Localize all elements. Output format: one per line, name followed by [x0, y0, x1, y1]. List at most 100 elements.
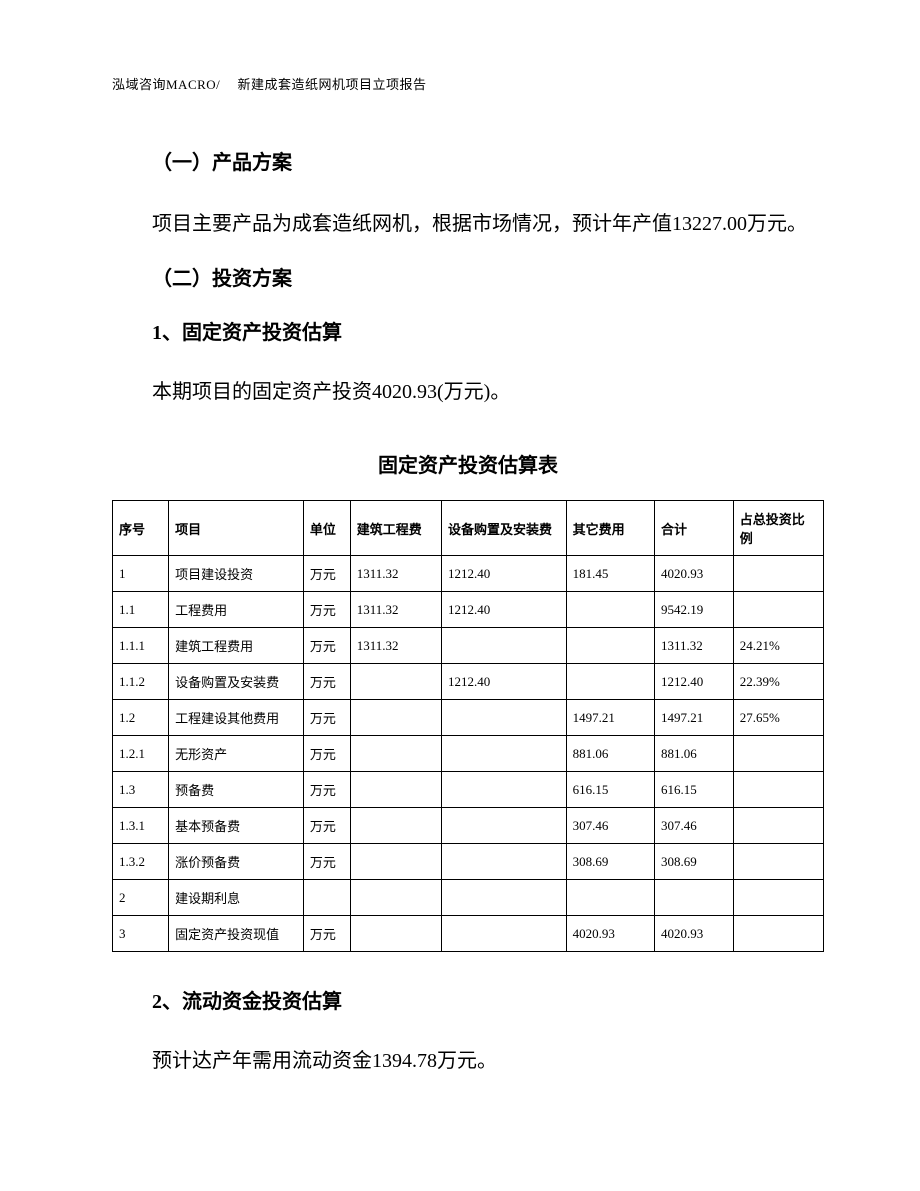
table-cell: 616.15	[566, 772, 654, 808]
table-cell: 2	[113, 880, 169, 916]
table-cell	[733, 808, 823, 844]
table-cell: 工程建设其他费用	[169, 700, 304, 736]
table-cell: 307.46	[566, 808, 654, 844]
table-cell: 工程费用	[169, 592, 304, 628]
table-cell	[566, 880, 654, 916]
table-cell	[441, 880, 566, 916]
table-header: 项目	[169, 501, 304, 556]
table-cell	[733, 736, 823, 772]
table-cell: 万元	[303, 844, 350, 880]
table-cell: 1.3.2	[113, 844, 169, 880]
table-cell: 1	[113, 556, 169, 592]
table-cell: 无形资产	[169, 736, 304, 772]
table-header: 单位	[303, 501, 350, 556]
table-cell: 设备购置及安装费	[169, 664, 304, 700]
table-header: 设备购置及安装费	[441, 501, 566, 556]
table-cell: 1.3	[113, 772, 169, 808]
table-row: 1.1工程费用万元1311.321212.409542.19	[113, 592, 824, 628]
table-row: 1.1.1建筑工程费用万元1311.321311.3224.21%	[113, 628, 824, 664]
table-cell	[303, 880, 350, 916]
subsection-2-2-body: 预计达产年需用流动资金1394.78万元。	[112, 1038, 824, 1084]
table-cell: 1497.21	[654, 700, 733, 736]
table-cell: 1497.21	[566, 700, 654, 736]
table-cell	[654, 880, 733, 916]
table-row: 2建设期利息	[113, 880, 824, 916]
table-cell	[566, 628, 654, 664]
table-cell: 4020.93	[566, 916, 654, 952]
table-cell: 308.69	[566, 844, 654, 880]
table-cell	[441, 628, 566, 664]
table-cell: 1212.40	[654, 664, 733, 700]
table-cell: 项目建设投资	[169, 556, 304, 592]
table-cell: 1311.32	[654, 628, 733, 664]
table-cell: 881.06	[654, 736, 733, 772]
table-row: 1.3.1基本预备费万元307.46307.46	[113, 808, 824, 844]
table-header: 序号	[113, 501, 169, 556]
table-cell: 616.15	[654, 772, 733, 808]
table-cell	[441, 844, 566, 880]
table-cell	[441, 736, 566, 772]
table-cell: 建设期利息	[169, 880, 304, 916]
table-cell: 万元	[303, 628, 350, 664]
table-row: 1.3预备费万元 616.15616.15	[113, 772, 824, 808]
table-header: 占总投资比例	[733, 501, 823, 556]
table-cell	[350, 808, 441, 844]
subsection-2-1-title: 1、固定资产投资估算	[112, 317, 824, 349]
table-cell: 万元	[303, 700, 350, 736]
table-cell: 万元	[303, 664, 350, 700]
table-cell: 万元	[303, 772, 350, 808]
table-cell	[733, 556, 823, 592]
table-cell	[441, 700, 566, 736]
table-cell: 4020.93	[654, 556, 733, 592]
table-cell	[566, 664, 654, 700]
table-cell	[441, 808, 566, 844]
table-cell	[441, 916, 566, 952]
table-body: 1项目建设投资万元1311.321212.40181.454020.931.1工…	[113, 556, 824, 952]
table-cell	[733, 880, 823, 916]
table-cell: 1311.32	[350, 628, 441, 664]
table-cell: 3	[113, 916, 169, 952]
section-1-title: （一）产品方案	[112, 147, 824, 179]
subsection-2-1-body: 本期项目的固定资产投资4020.93(万元)。	[112, 369, 824, 415]
table-row: 1.1.2设备购置及安装费万元1212.401212.4022.39%	[113, 664, 824, 700]
table-title: 固定资产投资估算表	[112, 449, 824, 478]
table-cell: 基本预备费	[169, 808, 304, 844]
table-header: 合计	[654, 501, 733, 556]
table-cell: 22.39%	[733, 664, 823, 700]
table-cell: 1.1.1	[113, 628, 169, 664]
table-row: 1.2工程建设其他费用万元1497.211497.2127.65%	[113, 700, 824, 736]
table-cell: 27.65%	[733, 700, 823, 736]
table-cell	[733, 592, 823, 628]
table-cell: 1212.40	[441, 556, 566, 592]
table-cell: 1.1	[113, 592, 169, 628]
table-cell: 1.2	[113, 700, 169, 736]
table-header: 建筑工程费	[350, 501, 441, 556]
table-cell	[350, 844, 441, 880]
table-cell: 万元	[303, 556, 350, 592]
table-cell	[733, 916, 823, 952]
table-cell: 1311.32	[350, 592, 441, 628]
investment-table: 序号 项目 单位 建筑工程费 设备购置及安装费 其它费用 合计 占总投资比例 1…	[112, 500, 824, 952]
table-cell	[566, 592, 654, 628]
table-cell	[350, 664, 441, 700]
table-cell: 万元	[303, 736, 350, 772]
table-row: 3固定资产投资现值万元4020.934020.93	[113, 916, 824, 952]
table-cell: 1311.32	[350, 556, 441, 592]
table-row: 1.2.1无形资产万元881.06881.06	[113, 736, 824, 772]
table-cell: 4020.93	[654, 916, 733, 952]
section-2-title: （二）投资方案	[112, 263, 824, 295]
table-cell	[350, 772, 441, 808]
table-cell: 预备费	[169, 772, 304, 808]
table-cell: 1212.40	[441, 592, 566, 628]
table-cell: 万元	[303, 592, 350, 628]
subsection-2-2-title: 2、流动资金投资估算	[112, 986, 824, 1018]
table-cell: 1212.40	[441, 664, 566, 700]
table-cell: 万元	[303, 808, 350, 844]
table-cell	[350, 916, 441, 952]
table-cell	[441, 772, 566, 808]
table-cell	[350, 736, 441, 772]
table-header: 其它费用	[566, 501, 654, 556]
table-header-row: 序号 项目 单位 建筑工程费 设备购置及安装费 其它费用 合计 占总投资比例	[113, 501, 824, 556]
section-1-body: 项目主要产品为成套造纸网机，根据市场情况，预计年产值13227.00万元。	[112, 201, 824, 247]
page-header: 泓域咨询MACRO/ 新建成套造纸网机项目立项报告	[112, 74, 824, 93]
